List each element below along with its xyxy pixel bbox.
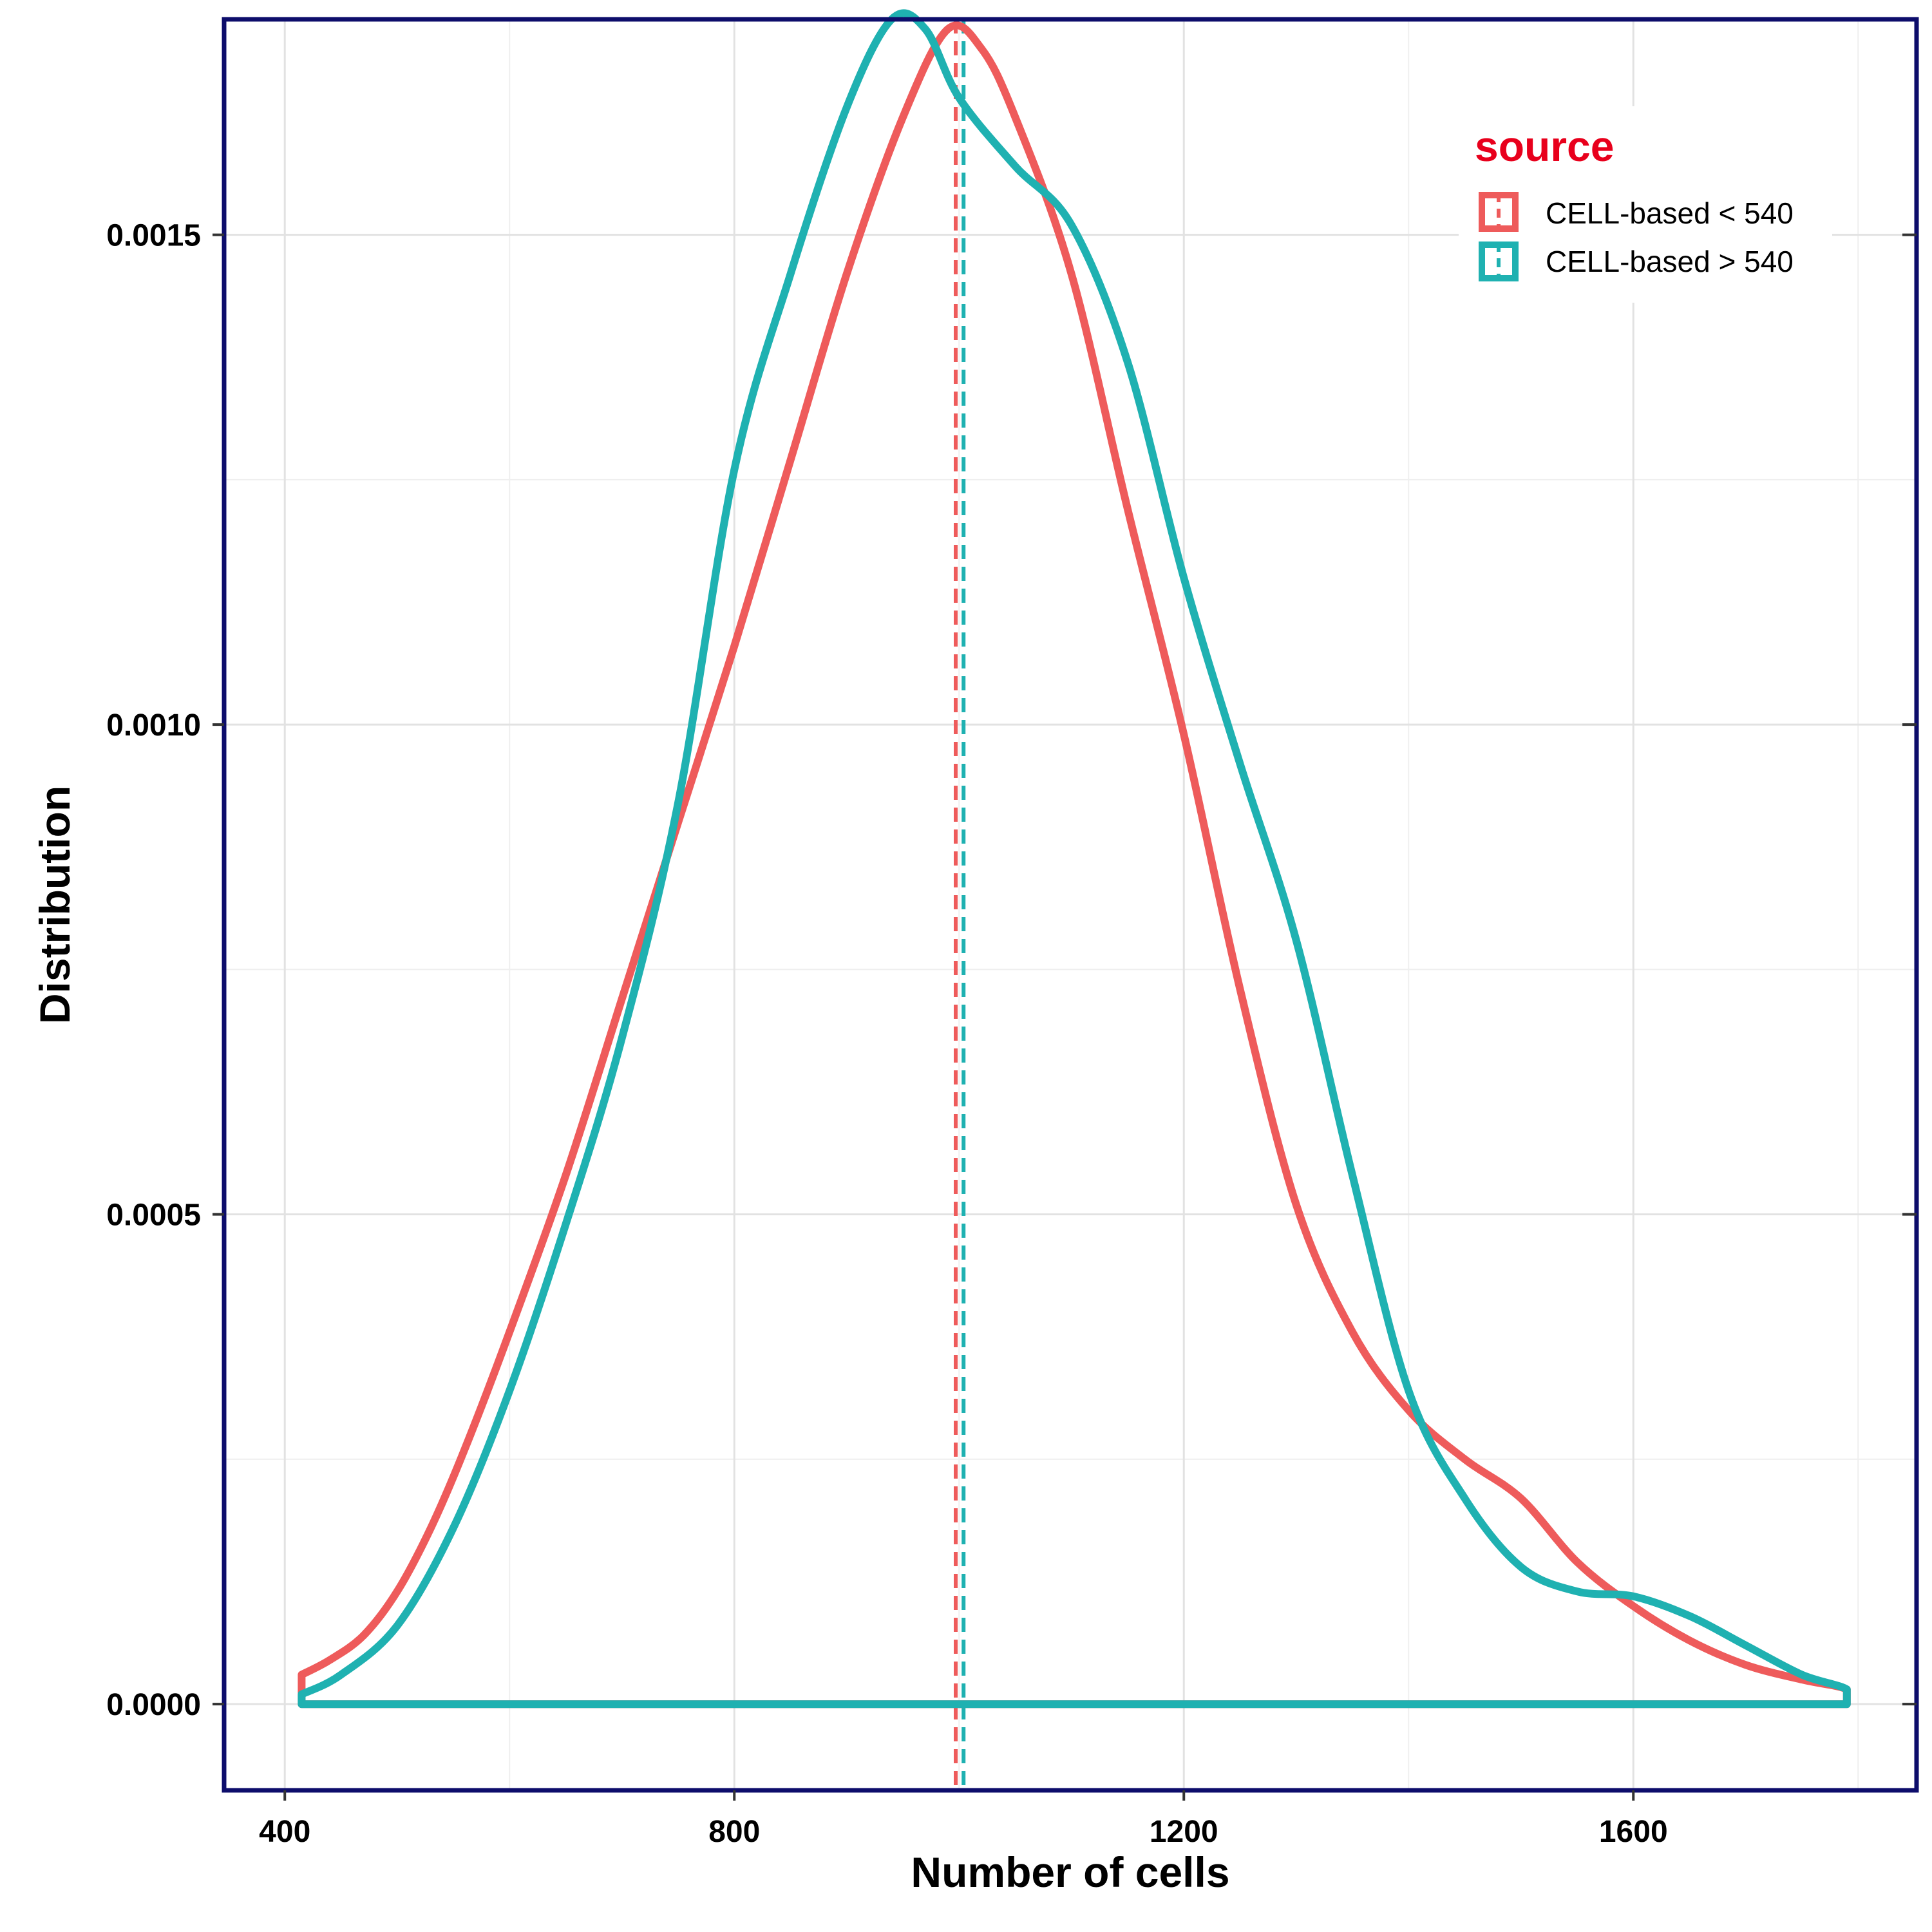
density-curves [298, 9, 1851, 1709]
x-axis-title: Number of cells [911, 1848, 1229, 1896]
axis-ticks: 400 800 1200 1600 0.0000 0.0005 0.0010 0.0015 [106, 219, 1917, 1849]
x-tick-label: 1600 [1599, 1815, 1668, 1849]
legend-label-red: CELL-based < 540 [1546, 196, 1794, 230]
panel-border [222, 17, 1919, 1793]
legend-item-cell-based-gt-540: CELL-based > 540 [1479, 242, 1794, 281]
legend-label-teal: CELL-based > 540 [1546, 245, 1794, 278]
density-curve-0 [298, 21, 1851, 1709]
y-tick-label: 0.0015 [106, 219, 201, 253]
mean-lines [954, 19, 966, 1790]
legend-item-cell-based-lt-540: CELL-based < 540 [1479, 192, 1794, 232]
y-tick-label: 0.0000 [106, 1688, 201, 1722]
x-tick-label: 1200 [1150, 1815, 1218, 1849]
y-tick-label: 0.0010 [106, 708, 201, 743]
legend: source CELL-based < 540 CELL-based > 540 [1459, 106, 1832, 303]
y-tick-label: 0.0005 [106, 1198, 201, 1233]
legend-background [1459, 106, 1832, 303]
x-tick-label: 800 [708, 1815, 760, 1849]
y-axis-title: Distribution [31, 786, 79, 1024]
grid-lines [224, 19, 1917, 1790]
density-curve-1 [298, 9, 1851, 1709]
x-tick-label: 400 [259, 1815, 310, 1849]
legend-title: source [1475, 122, 1614, 170]
